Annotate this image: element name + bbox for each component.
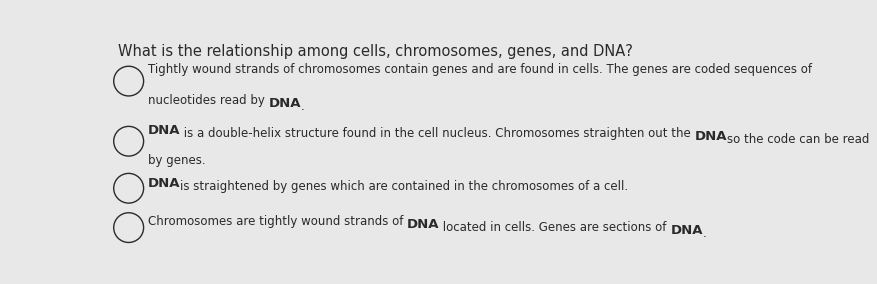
- Text: is a double-helix structure found in the cell nucleus. Chromosomes straighten ou: is a double-helix structure found in the…: [180, 127, 695, 139]
- Text: DNA: DNA: [147, 124, 180, 137]
- Text: DNA: DNA: [147, 177, 180, 190]
- Text: DNA: DNA: [268, 97, 301, 110]
- Text: DNA: DNA: [407, 218, 439, 231]
- Text: located in cells. Genes are sections of: located in cells. Genes are sections of: [439, 222, 670, 234]
- Text: by genes.: by genes.: [147, 154, 205, 167]
- Text: so the code can be read: so the code can be read: [727, 133, 870, 146]
- Text: nucleotides read by: nucleotides read by: [147, 94, 268, 107]
- Text: DNA: DNA: [670, 224, 703, 237]
- Text: Chromosomes are tightly wound strands of: Chromosomes are tightly wound strands of: [147, 216, 407, 228]
- Text: DNA: DNA: [695, 130, 727, 143]
- Text: Tightly wound strands of chromosomes contain genes and are found in cells. The g: Tightly wound strands of chromosomes con…: [147, 63, 812, 76]
- Text: .: .: [703, 227, 707, 241]
- Text: .: .: [301, 100, 304, 113]
- Text: What is the relationship among cells, chromosomes, genes, and DNA?: What is the relationship among cells, ch…: [118, 44, 633, 59]
- Text: is straightened by genes which are contained in the chromosomes of a cell.: is straightened by genes which are conta…: [180, 180, 628, 193]
